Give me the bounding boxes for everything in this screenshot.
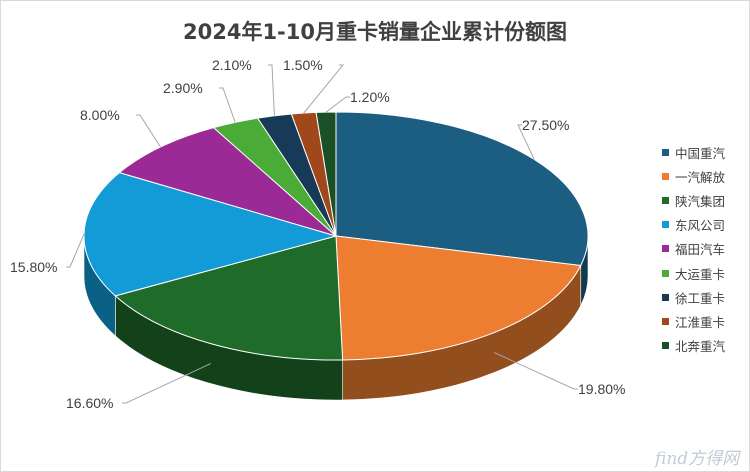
pie-top-layer	[83, 111, 589, 361]
leader-line-江淮重卡	[303, 64, 345, 114]
legend-label: 一汽解放	[675, 169, 726, 185]
legend-label: 中国重汽	[675, 145, 726, 161]
data-label-东风公司: 15.80%	[10, 259, 57, 275]
legend-swatch	[662, 148, 669, 156]
pie-slice-福田汽车[interactable]	[118, 127, 337, 237]
legend-label: 江淮重卡	[675, 314, 726, 330]
leader-line-福田汽车	[136, 114, 161, 148]
data-label-中国重汽: 27.50%	[522, 117, 569, 133]
leader-line-中国重汽	[517, 124, 535, 160]
data-label-福田汽车: 8.00%	[80, 107, 120, 123]
leader-line-陕汽集团	[122, 363, 211, 404]
legend-swatch	[662, 172, 669, 180]
pie-slice-陕汽集团[interactable]	[114, 235, 344, 361]
leader-line-一汽解放	[493, 352, 578, 390]
chart-title: 2024年1-10月重卡销量企业累计份额图	[183, 20, 567, 44]
legend-item-陕汽集团[interactable]: 陕汽集团	[662, 188, 725, 212]
legend-swatch	[662, 293, 669, 301]
legend-label: 福田汽车	[675, 242, 726, 258]
legend-item-一汽解放[interactable]: 一汽解放	[662, 164, 725, 188]
legend-item-徐工重卡[interactable]: 徐工重卡	[662, 285, 725, 309]
leader-line-大运重卡	[219, 87, 236, 123]
leader-line-北奔重汽	[325, 96, 350, 113]
data-label-一汽解放: 19.80%	[578, 381, 625, 397]
legend: 中国重汽一汽解放陕汽集团东风公司福田汽车大运重卡徐工重卡江淮重卡北奔重汽	[662, 140, 725, 358]
pie-slice-北奔重汽[interactable]	[315, 111, 337, 237]
legend-swatch	[662, 269, 669, 277]
leader-line-东风公司	[66, 233, 85, 268]
watermark-logo: find方得网	[655, 449, 740, 469]
legend-label: 大运重卡	[675, 266, 726, 282]
legend-item-东风公司[interactable]: 东风公司	[662, 213, 725, 237]
data-label-北奔重汽: 1.20%	[350, 89, 390, 105]
legend-label: 东风公司	[675, 218, 726, 234]
legend-item-福田汽车[interactable]: 福田汽车	[662, 237, 725, 261]
legend-swatch	[662, 317, 669, 325]
legend-swatch	[662, 196, 669, 204]
legend-item-大运重卡[interactable]: 大运重卡	[662, 261, 725, 285]
legend-item-北奔重汽[interactable]: 北奔重汽	[662, 334, 725, 358]
legend-item-江淮重卡[interactable]: 江淮重卡	[662, 309, 725, 333]
slice-labels: 27.50% 19.80% 16.60% 15.80% 8.00% 2.90% 2.10% 1…	[10, 57, 625, 411]
data-label-江淮重卡: 1.50%	[283, 57, 323, 73]
legend-label: 北奔重汽	[675, 339, 726, 355]
data-label-陕汽集团: 16.60%	[66, 395, 113, 411]
data-label-徐工重卡: 2.10%	[212, 57, 252, 73]
legend-label: 陕汽集团	[675, 193, 726, 209]
leader-line-徐工重卡	[268, 64, 275, 116]
data-label-大运重卡: 2.90%	[163, 80, 203, 96]
pie-slice-东风公司[interactable]	[83, 172, 338, 297]
legend-swatch	[662, 221, 669, 229]
leader-lines	[66, 64, 578, 404]
legend-swatch	[662, 245, 669, 253]
pie-slice-一汽解放[interactable]	[335, 235, 582, 361]
legend-swatch	[662, 342, 669, 350]
legend-item-中国重汽[interactable]: 中国重汽	[662, 140, 725, 164]
legend-label: 徐工重卡	[675, 290, 726, 306]
